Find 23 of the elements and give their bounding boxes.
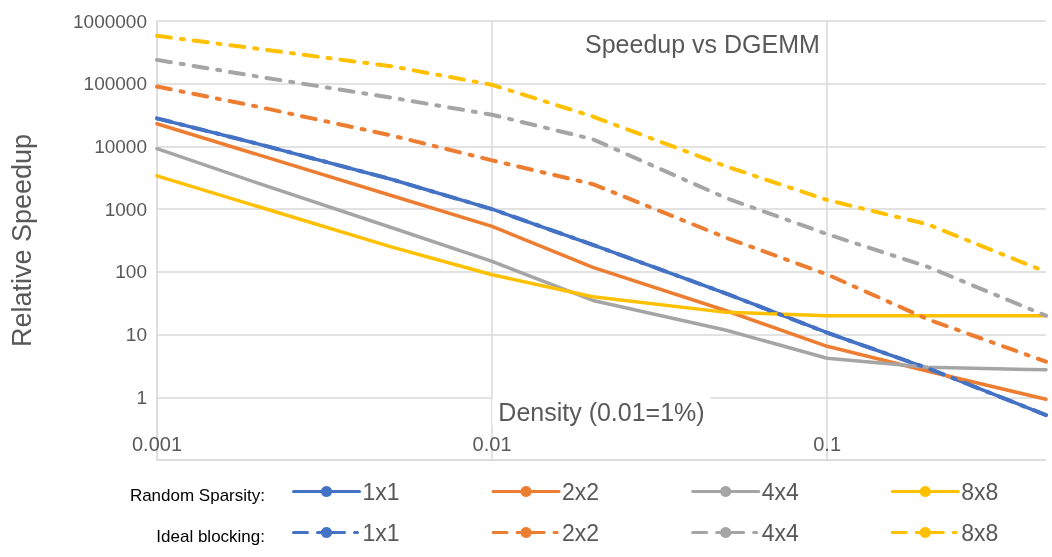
y-tick-label: 1000 (104, 198, 147, 220)
legend-label: 1x1 (362, 478, 400, 505)
y-axis-title: Relative Speedup (6, 133, 37, 348)
legend-label: 1x1 (362, 519, 400, 546)
legend-label: 2x2 (562, 519, 600, 546)
text: Ideal blocking: (156, 527, 265, 546)
y-tick-label: 10000 (94, 135, 147, 157)
y-tick-label: 100 (115, 261, 147, 283)
legend-label: 8x8 (961, 478, 999, 505)
legend-label: 4x4 (761, 478, 799, 505)
y-tick-label: 100000 (83, 73, 147, 95)
y-tick-label: 1 (136, 386, 147, 408)
legend-label: 4x4 (761, 519, 799, 546)
x-tick-label: 0.1 (813, 433, 842, 455)
legend-label: 8x8 (961, 519, 999, 546)
chart-title: Speedup vs DGEMM (585, 29, 820, 58)
y-tick-label: 10 (125, 324, 147, 346)
legend-label: 2x2 (562, 478, 600, 505)
text: Random Sparsity: (129, 486, 265, 505)
y-tick-label: 1000000 (73, 10, 147, 32)
x-tick-label: 0.01 (472, 433, 512, 455)
x-tick-label: 0.001 (131, 433, 183, 455)
x-axis-title: Density (0.01=1%) (498, 397, 705, 426)
